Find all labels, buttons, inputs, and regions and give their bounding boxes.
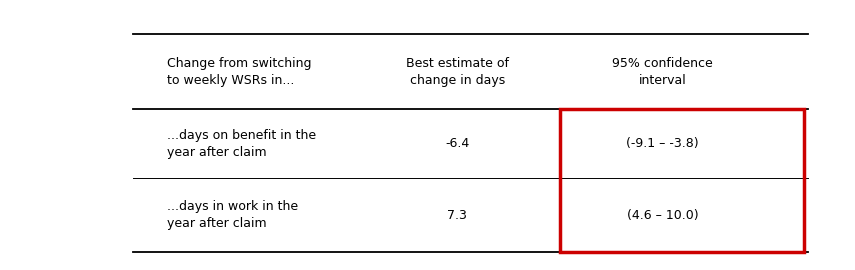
Text: 7.3: 7.3 <box>447 209 468 222</box>
Text: Best estimate of
change in days: Best estimate of change in days <box>406 56 509 87</box>
Text: -6.4: -6.4 <box>445 137 469 150</box>
Text: ...days in work in the
year after claim: ...days in work in the year after claim <box>167 200 298 230</box>
Text: 95% confidence
interval: 95% confidence interval <box>612 56 713 87</box>
Text: (-9.1 – -3.8): (-9.1 – -3.8) <box>627 137 699 150</box>
Text: (4.6 – 10.0): (4.6 – 10.0) <box>627 209 699 222</box>
Text: ...days on benefit in the
year after claim: ...days on benefit in the year after cla… <box>167 129 315 159</box>
Text: Change from switching
to weekly WSRs in...: Change from switching to weekly WSRs in.… <box>167 56 311 87</box>
